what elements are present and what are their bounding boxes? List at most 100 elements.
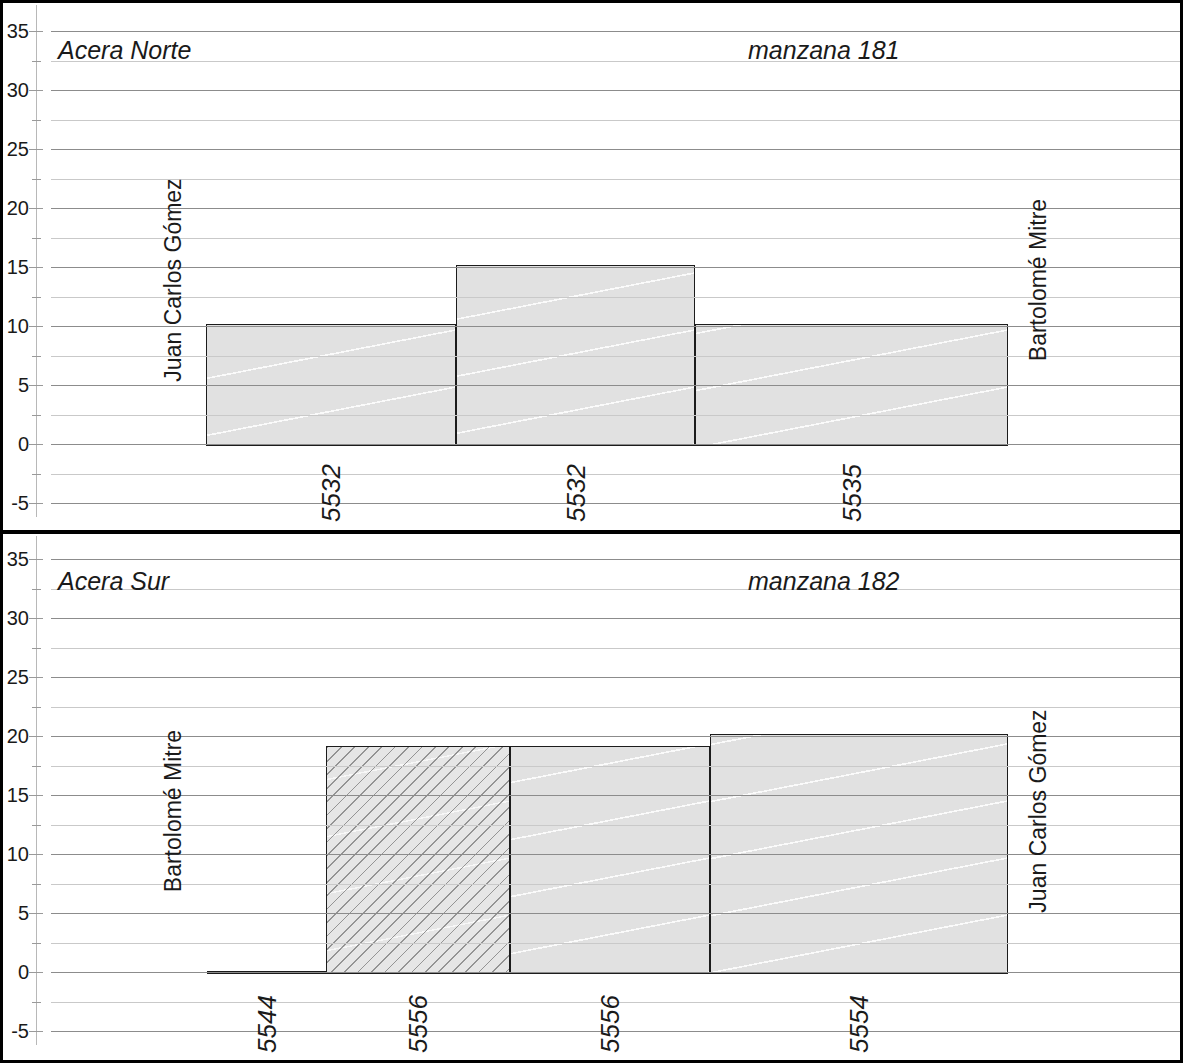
gridline-major: [51, 267, 1180, 268]
y-axis-tick: [32, 297, 41, 298]
y-axis-tick: [32, 707, 41, 708]
y-axis-label: 10: [3, 844, 29, 864]
y-axis-tick: [32, 943, 41, 944]
gridline-minor: [51, 61, 1180, 62]
y-axis-tick: [29, 559, 43, 560]
gridline-major: [51, 326, 1180, 327]
y-axis-label: 20: [3, 726, 29, 746]
gridline-major: [51, 149, 1180, 150]
y-axis-tick: [32, 356, 41, 357]
y-axis-label: 30: [3, 80, 29, 100]
bar-label: 5532: [317, 457, 345, 529]
y-axis-label: 0: [3, 434, 29, 454]
bar-label: 5535: [838, 457, 866, 529]
y-axis-tick: [29, 444, 43, 445]
y-axis-tick: [29, 31, 43, 32]
y-axis-tick: [29, 1031, 43, 1032]
bar: [510, 746, 710, 974]
y-axis-label: 35: [3, 21, 29, 41]
bar-label: 5554: [845, 988, 873, 1060]
chart-panel-acera-sur: 35 30 25 20 15 10 5 0 -5 5544 5556 5556 5554 Acera S…: [3, 534, 1180, 1060]
gridline-major: [51, 503, 1180, 504]
sidewalk-elevation-charts: 35302520151050-5553255325535 Acera Norte…: [0, 0, 1183, 1063]
y-axis-tick: [29, 618, 43, 619]
y-axis-tick: [32, 179, 41, 180]
y-axis-tick: [32, 825, 41, 826]
y-axis-label: 15: [3, 257, 29, 277]
y-axis-label: 10: [3, 316, 29, 336]
y-axis-tick: [32, 415, 41, 416]
y-axis-tick: [32, 238, 41, 239]
gridline-minor: [51, 766, 1180, 767]
y-axis-tick: [32, 120, 41, 121]
y-axis-tick: [29, 795, 43, 796]
gridline-minor: [51, 825, 1180, 826]
y-axis-tick: [29, 736, 43, 737]
gridline-minor: [51, 238, 1180, 239]
y-axis-label: 20: [3, 198, 29, 218]
y-axis-label: 15: [3, 785, 29, 805]
gridline-minor: [51, 474, 1180, 475]
y-axis-label: 30: [3, 608, 29, 628]
y-axis-tick: [32, 648, 41, 649]
y-axis-label: -5: [3, 1021, 29, 1041]
chart-panel-acera-norte: 35302520151050-5553255325535 Acera Norte…: [3, 3, 1180, 530]
bar-label: 5556: [404, 988, 432, 1060]
gridline-major: [51, 795, 1180, 796]
panel-subtitle: manzana 181: [748, 37, 900, 63]
gridline-major: [51, 208, 1180, 209]
y-axis-tick: [29, 326, 43, 327]
gridline-major: [51, 444, 1180, 445]
bar-hatched: [326, 746, 510, 974]
y-axis-tick: [29, 503, 43, 504]
gridline-major: [51, 618, 1180, 619]
gridline-minor: [51, 648, 1180, 649]
street-label-right: Juan Carlos Gómez: [1023, 681, 1053, 941]
y-axis-label: 5: [3, 375, 29, 395]
gridline-minor: [51, 179, 1180, 180]
y-axis-tick: [29, 972, 43, 973]
y-axis-tick: [29, 385, 43, 386]
street-label-right: Bartolomé Mitre: [1023, 150, 1053, 410]
y-axis-tick: [32, 884, 41, 885]
panel-subtitle: manzana 182: [748, 568, 900, 594]
y-axis-tick: [29, 208, 43, 209]
y-axis-tick: [32, 766, 41, 767]
y-axis-tick: [32, 1002, 41, 1003]
gridline-minor: [51, 415, 1180, 416]
gridline-major: [51, 90, 1180, 91]
street-label-left: Bartolomé Mitre: [158, 681, 188, 941]
y-axis-label: 25: [3, 667, 29, 687]
gridline-major: [51, 31, 1180, 32]
y-axis-label: 0: [3, 962, 29, 982]
bar-label: 5544: [253, 988, 281, 1060]
gridline-minor: [51, 707, 1180, 708]
y-axis-label: -5: [3, 493, 29, 513]
y-axis-label: 5: [3, 903, 29, 923]
y-axis-tick: [32, 61, 41, 62]
panel-title: Acera Norte: [58, 37, 191, 63]
y-axis-tick: [29, 913, 43, 914]
y-axis-tick: [32, 474, 41, 475]
gridline-minor: [51, 356, 1180, 357]
gridline-major: [51, 677, 1180, 678]
y-axis-label: 25: [3, 139, 29, 159]
gridline-major: [51, 854, 1180, 855]
y-axis-tick: [32, 589, 41, 590]
gridline-major: [51, 559, 1180, 560]
gridline-minor: [51, 589, 1180, 590]
gridline-minor: [51, 297, 1180, 298]
y-axis-tick: [29, 149, 43, 150]
y-axis-tick: [29, 90, 43, 91]
street-label-left: Juan Carlos Gómez: [158, 150, 188, 410]
gridline-minor: [51, 120, 1180, 121]
y-axis-tick: [29, 677, 43, 678]
gridline-major: [51, 913, 1180, 914]
y-axis-line: [36, 536, 37, 1045]
panel-title: Acera Sur: [58, 568, 169, 594]
gridline-major: [51, 385, 1180, 386]
gridline-major: [51, 972, 1180, 973]
y-axis-line: [36, 5, 37, 517]
y-axis-label: 35: [3, 549, 29, 569]
bar-label: 5556: [596, 988, 624, 1060]
